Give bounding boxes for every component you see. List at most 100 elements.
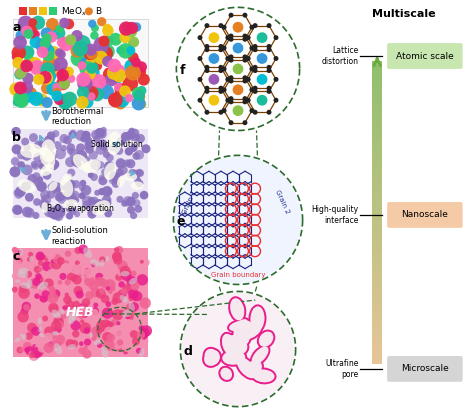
- Circle shape: [130, 171, 137, 178]
- Circle shape: [118, 89, 126, 97]
- Circle shape: [67, 143, 75, 152]
- Ellipse shape: [19, 249, 23, 256]
- Bar: [372, 215, 382, 218]
- Circle shape: [47, 269, 56, 278]
- Circle shape: [55, 24, 64, 33]
- Circle shape: [138, 100, 146, 109]
- Circle shape: [62, 192, 70, 199]
- Circle shape: [21, 45, 35, 59]
- Circle shape: [126, 131, 136, 140]
- Circle shape: [52, 182, 62, 192]
- Circle shape: [86, 81, 94, 90]
- Bar: [13, 248, 147, 357]
- Bar: [372, 268, 382, 271]
- Circle shape: [44, 278, 54, 288]
- Circle shape: [29, 133, 38, 142]
- Circle shape: [130, 300, 135, 304]
- Circle shape: [221, 66, 227, 71]
- Circle shape: [97, 342, 102, 348]
- Circle shape: [116, 331, 121, 336]
- Circle shape: [22, 73, 34, 84]
- Text: Grain boundary: Grain boundary: [211, 271, 265, 278]
- Circle shape: [81, 266, 90, 276]
- Circle shape: [44, 343, 54, 353]
- Circle shape: [11, 144, 21, 154]
- Circle shape: [13, 98, 21, 106]
- Circle shape: [98, 46, 113, 61]
- Circle shape: [113, 176, 119, 183]
- Circle shape: [108, 321, 114, 327]
- Circle shape: [117, 46, 125, 55]
- Text: c: c: [12, 250, 20, 263]
- Circle shape: [106, 154, 114, 161]
- Bar: [29, 7, 37, 15]
- Circle shape: [28, 350, 39, 361]
- Circle shape: [12, 57, 24, 69]
- Circle shape: [266, 23, 272, 28]
- Circle shape: [33, 152, 44, 163]
- Ellipse shape: [234, 319, 248, 337]
- Circle shape: [15, 322, 23, 331]
- Circle shape: [94, 51, 108, 64]
- Circle shape: [22, 61, 32, 71]
- Circle shape: [249, 25, 255, 30]
- Circle shape: [112, 252, 122, 261]
- Circle shape: [141, 249, 146, 254]
- Circle shape: [122, 132, 130, 140]
- Bar: [372, 354, 382, 356]
- Circle shape: [44, 286, 56, 298]
- Circle shape: [16, 68, 27, 78]
- Circle shape: [115, 98, 126, 109]
- Bar: [372, 177, 382, 180]
- Circle shape: [12, 247, 18, 253]
- Bar: [372, 144, 382, 147]
- Ellipse shape: [250, 344, 270, 366]
- Circle shape: [243, 55, 247, 59]
- Circle shape: [23, 90, 35, 102]
- Circle shape: [41, 83, 53, 94]
- Circle shape: [103, 151, 110, 158]
- Circle shape: [82, 156, 90, 164]
- Circle shape: [84, 339, 91, 346]
- Circle shape: [13, 36, 27, 49]
- Circle shape: [22, 206, 33, 217]
- Circle shape: [125, 94, 133, 102]
- Bar: [372, 64, 382, 66]
- Circle shape: [130, 271, 137, 276]
- Circle shape: [52, 26, 65, 40]
- Circle shape: [86, 57, 95, 67]
- Bar: [372, 228, 382, 230]
- Ellipse shape: [244, 358, 264, 377]
- Bar: [372, 359, 382, 361]
- Bar: [372, 349, 382, 351]
- Circle shape: [128, 52, 139, 63]
- Ellipse shape: [238, 324, 261, 340]
- Circle shape: [132, 192, 139, 199]
- Circle shape: [44, 135, 55, 146]
- Circle shape: [22, 301, 31, 311]
- Bar: [372, 351, 382, 354]
- Circle shape: [40, 70, 54, 84]
- Circle shape: [55, 193, 63, 202]
- Circle shape: [62, 305, 67, 310]
- Circle shape: [51, 320, 61, 331]
- Ellipse shape: [107, 131, 122, 154]
- Circle shape: [79, 185, 85, 191]
- Circle shape: [130, 281, 139, 291]
- Circle shape: [114, 331, 122, 339]
- Circle shape: [50, 181, 56, 188]
- Circle shape: [58, 207, 65, 214]
- Bar: [19, 7, 27, 15]
- Circle shape: [49, 68, 58, 77]
- Circle shape: [137, 74, 150, 85]
- Circle shape: [141, 144, 150, 153]
- Circle shape: [80, 57, 92, 70]
- Circle shape: [93, 37, 109, 52]
- Circle shape: [24, 24, 37, 38]
- Circle shape: [114, 247, 119, 252]
- Circle shape: [66, 93, 75, 101]
- Circle shape: [97, 202, 103, 208]
- Circle shape: [266, 110, 272, 115]
- Ellipse shape: [68, 313, 76, 325]
- Circle shape: [111, 174, 118, 180]
